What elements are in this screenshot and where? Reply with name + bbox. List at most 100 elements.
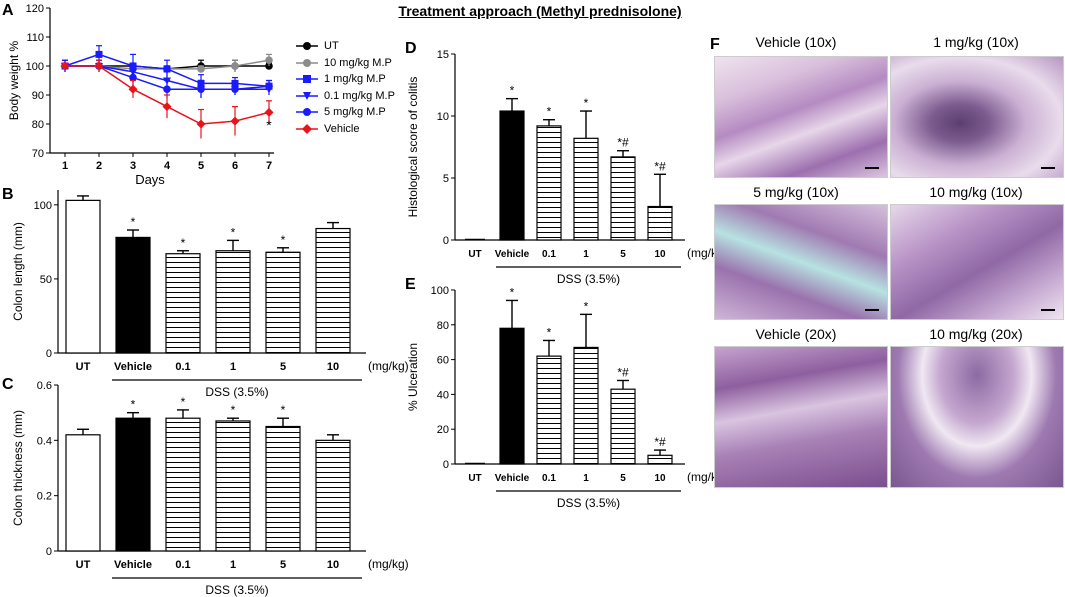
- legend-item: 1 mg/kg M.P: [296, 71, 395, 88]
- y-axis-label: Colon thickness (mm): [11, 410, 25, 526]
- x-tick-label: 10: [327, 361, 339, 373]
- x-axis-label: Days: [135, 172, 165, 187]
- bar: [215, 250, 251, 354]
- x-tick-label: 5: [620, 473, 626, 484]
- significance-mark: *: [584, 299, 589, 313]
- y-tick-label: 0.2: [37, 491, 52, 503]
- y-tick-label: 10: [437, 111, 449, 123]
- data-point: [129, 73, 137, 82]
- chart-a-body-weight: 70 80 90 100 110 120 1 2 3 4 5 6 7 Days Body weight % *: [7, 3, 274, 187]
- panel-f-histology: Vehicle (10x) 1 mg/kg (10x) 5 mg/kg (10x…: [710, 32, 1064, 594]
- panel-label-f: F: [710, 36, 720, 53]
- x-tick-label: 5: [280, 559, 286, 571]
- x-tick-label: 0.1: [542, 249, 556, 260]
- significance-mark: *: [231, 225, 236, 239]
- micrograph-image: [714, 346, 888, 488]
- x-tick-label: Vehicle: [114, 559, 152, 571]
- y-tick-label: 90: [32, 90, 44, 102]
- chart-c-colon-thickness: 0 0.2 0.4 0.6 Colon thickness (mm) UT * Vehicle…: [11, 380, 409, 597]
- significance-mark: *: [547, 105, 552, 119]
- bar: [315, 227, 351, 354]
- x-tick-label: 1: [62, 160, 68, 172]
- bar: [215, 420, 251, 552]
- micrograph-label: 1 mg/kg (10x): [933, 34, 1019, 50]
- legend-marker-icon: [296, 57, 318, 69]
- y-tick-label: 0.6: [37, 380, 52, 392]
- chart-a-legend: UT 10 mg/kg M.P 1 mg/kg M.P 0.1 mg/kg M.…: [296, 38, 395, 137]
- x-tick-label: UT: [468, 249, 481, 260]
- figure-title: Treatment approach (Methyl prednisolone): [398, 3, 682, 19]
- significance-mark: *: [266, 117, 272, 133]
- panel-label-e: E: [405, 276, 416, 293]
- bar: [647, 205, 673, 241]
- x-tick-label: 0.1: [542, 473, 556, 484]
- micrograph-label: 10 mg/kg (20x): [929, 326, 1023, 342]
- data-point: [196, 119, 206, 129]
- bar: [165, 253, 201, 354]
- y-axis-label: Colon length (mm): [11, 222, 25, 321]
- bar: [647, 454, 673, 465]
- significance-mark: *: [510, 285, 515, 299]
- x-tick-label: Vehicle: [114, 361, 152, 373]
- bar: [536, 125, 562, 241]
- x-tick-label: 0.1: [175, 361, 190, 373]
- data-point: [163, 85, 171, 93]
- bar: [115, 236, 151, 354]
- y-tick-label: 15: [437, 49, 449, 61]
- x-tick-label: 5: [280, 361, 286, 373]
- data-point: [264, 107, 274, 117]
- x-tick-label: 7: [266, 160, 272, 172]
- x-tick-label: 1: [230, 361, 236, 373]
- y-tick-label: 40: [437, 389, 449, 401]
- legend-marker-icon: [296, 106, 318, 118]
- x-tick-label: 2: [96, 160, 102, 172]
- group-label: DSS (3.5%): [557, 272, 620, 286]
- x-tick-label: 10: [327, 559, 339, 571]
- y-tick-label: 100: [26, 61, 44, 73]
- y-tick-label: 50: [40, 274, 52, 286]
- x-tick-label: 10: [654, 249, 666, 260]
- bar: [610, 156, 636, 241]
- bar: [610, 388, 636, 465]
- x-tick-label: UT: [76, 361, 91, 373]
- bar: [265, 251, 301, 354]
- data-point: [94, 61, 104, 71]
- y-tick-label: 0.4: [37, 435, 52, 447]
- significance-mark: *: [181, 236, 186, 250]
- y-tick-label: 120: [26, 3, 44, 15]
- significance-mark: *: [231, 403, 236, 417]
- data-point: [265, 56, 273, 64]
- bar: [499, 327, 525, 465]
- significance-mark: *#: [617, 136, 629, 150]
- y-tick-label: 5: [443, 173, 449, 185]
- y-axis-label: Body weight %: [7, 40, 21, 120]
- bar: [573, 346, 599, 465]
- y-tick-label: 100: [431, 285, 449, 297]
- y-tick-label: 80: [437, 320, 449, 332]
- micrograph-label: Vehicle (20x): [755, 326, 837, 342]
- x-tick-label: 3: [130, 160, 136, 172]
- y-tick-label: 0: [443, 235, 449, 247]
- legend-label: 0.1 mg/kg M.P: [324, 89, 395, 102]
- micrograph-image: [890, 56, 1064, 178]
- significance-mark: *: [181, 395, 186, 409]
- significance-mark: *: [131, 215, 136, 229]
- y-tick-label: 100: [34, 200, 52, 212]
- y-tick-label: 80: [32, 119, 44, 131]
- x-tick-label: 5: [620, 249, 626, 260]
- panel-label-b: B: [2, 186, 14, 203]
- x-tick-label: 4: [164, 160, 171, 172]
- legend-marker-icon: [296, 40, 318, 52]
- significance-mark: *: [510, 84, 515, 98]
- x-tick-label: 10: [654, 473, 666, 484]
- legend-item: 5 mg/kg M.P: [296, 104, 395, 121]
- scale-bar: [1041, 167, 1055, 169]
- bar: [65, 434, 101, 552]
- legend-item: 0.1 mg/kg M.P: [296, 88, 395, 105]
- significance-mark: *: [281, 403, 286, 417]
- unit-label: (mg/kg): [368, 557, 409, 571]
- y-tick-label: 0: [46, 348, 52, 360]
- micrograph-label: Vehicle (10x): [755, 34, 837, 50]
- significance-mark: *#: [654, 159, 666, 173]
